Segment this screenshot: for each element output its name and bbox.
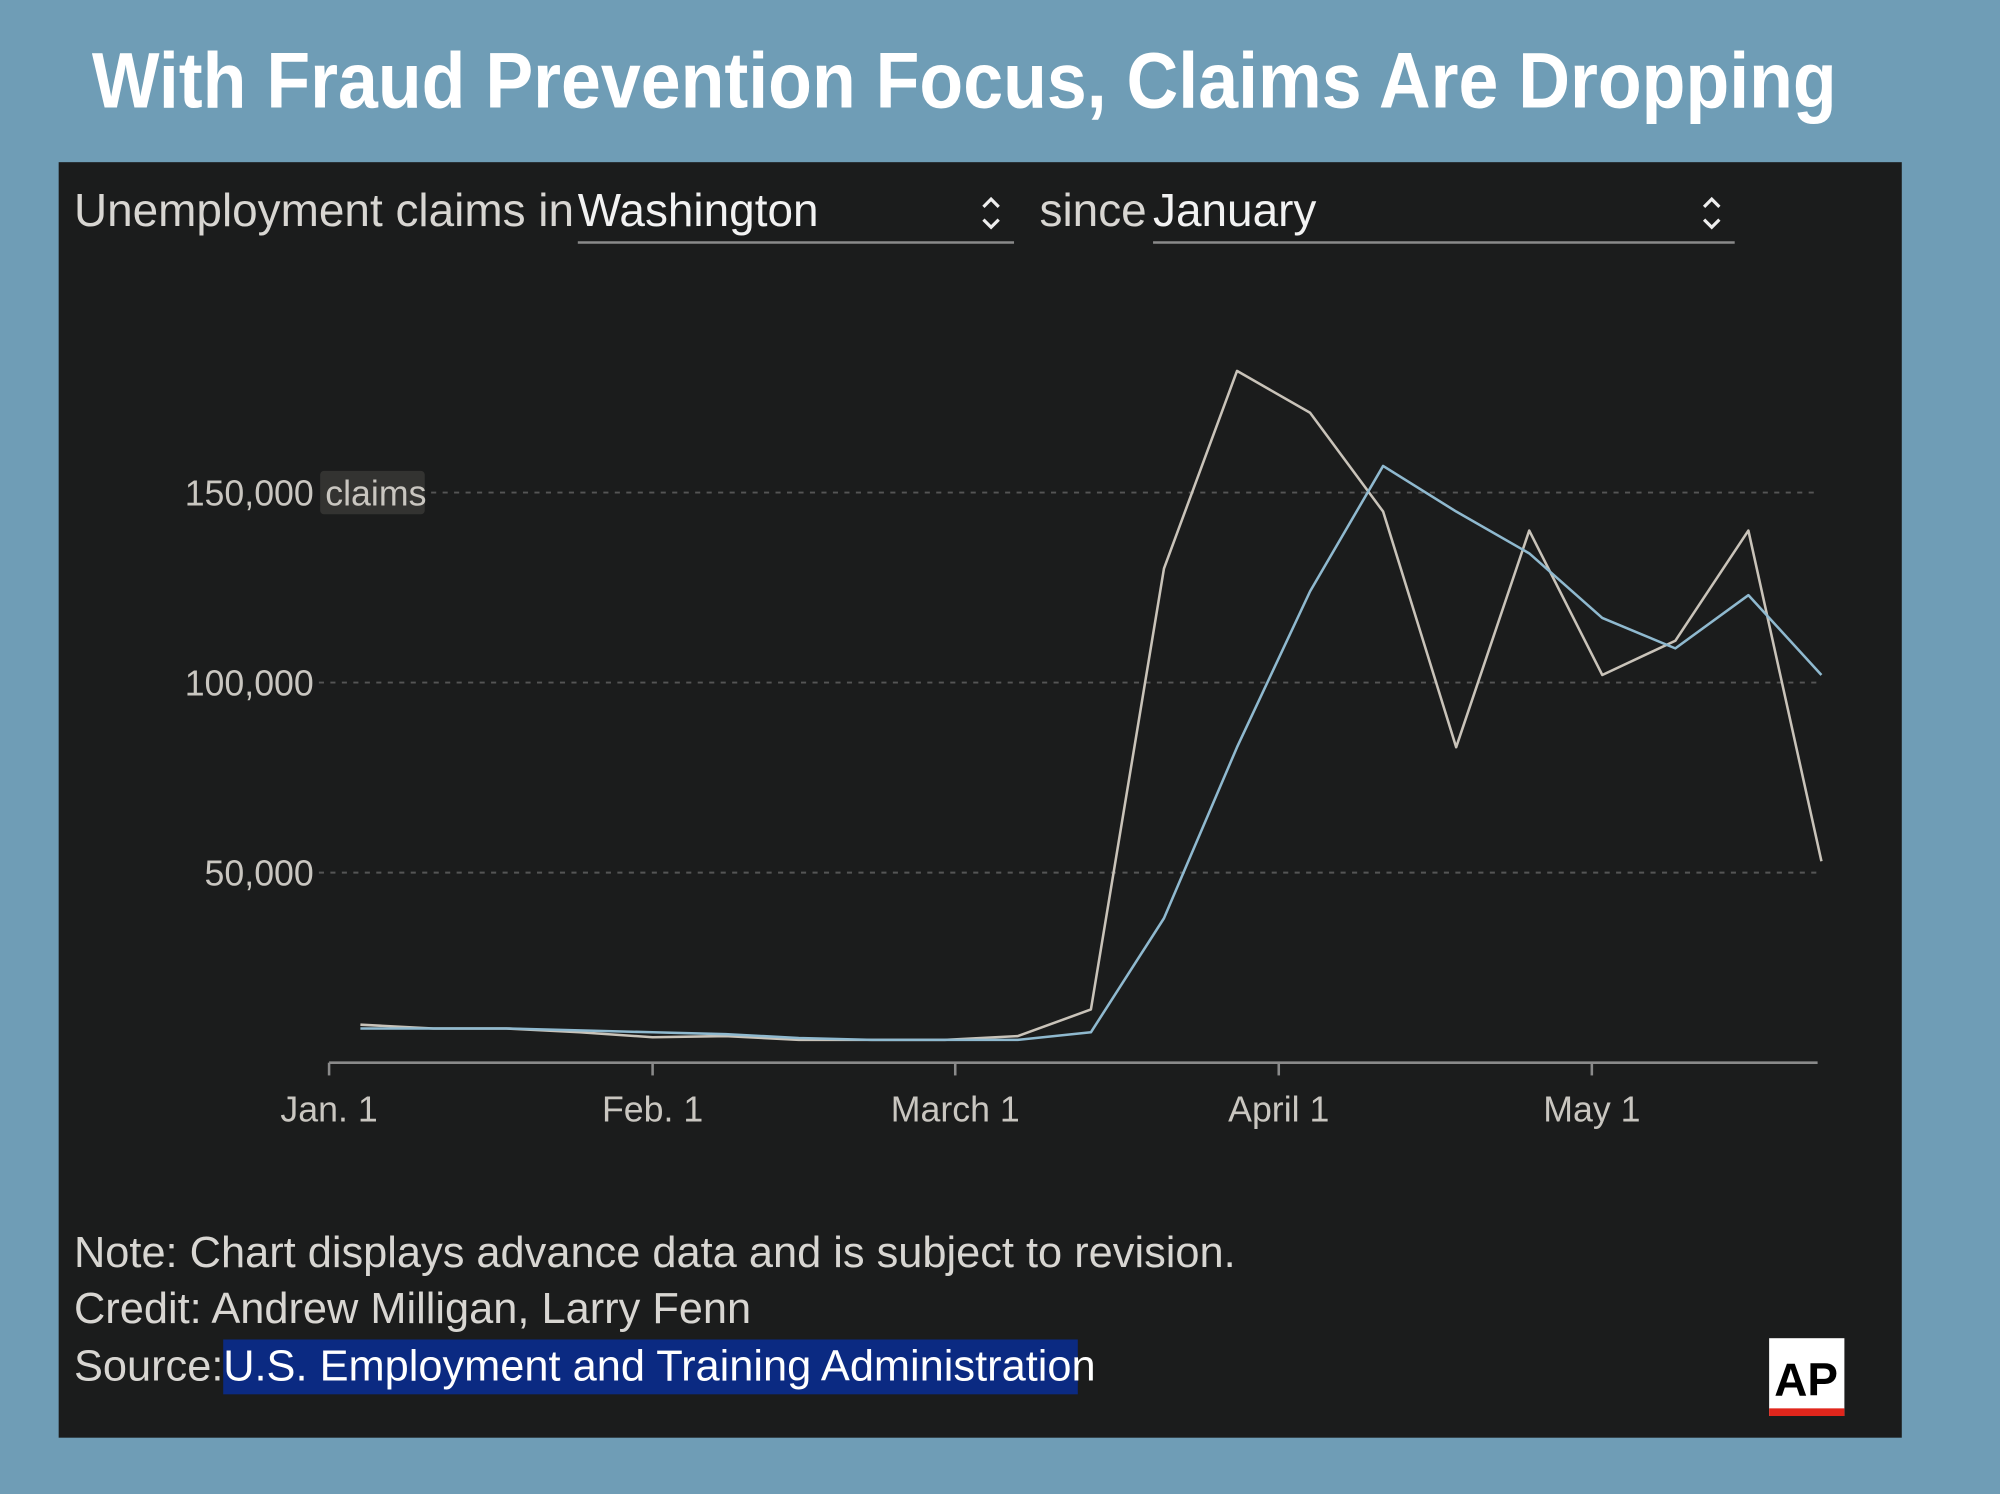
source[interactable]: U.S. Employment and Training Administrat… xyxy=(223,1342,1095,1390)
series-line xyxy=(360,369,1823,1042)
panel xyxy=(58,162,1902,1438)
source-label: Source: xyxy=(74,1342,223,1390)
state-select[interactable]: Washington xyxy=(578,184,1015,244)
unit-box xyxy=(320,470,425,515)
y-tick-label: 100,000 xyxy=(185,663,314,703)
ap-logo: AP xyxy=(1769,1338,1845,1417)
y-unit-label: claims xyxy=(325,473,426,513)
logo-text: AP xyxy=(1774,1354,1838,1406)
credit: Credit: Andrew Milligan, Larry Fenn xyxy=(74,1285,751,1333)
select-arrows xyxy=(1702,196,1721,230)
x-tick-label: April 1 xyxy=(1228,1089,1329,1129)
logo-box xyxy=(1769,1338,1845,1417)
controls-prefix: Unemployment claims in xyxy=(74,184,574,236)
source-highlight xyxy=(223,1339,1078,1395)
note: Note: Chart displays advance data and is… xyxy=(74,1229,1236,1277)
plot: 50,000 100,000 150,000 claims Jan. 1 Feb. 1 Ma… xyxy=(185,369,1823,1129)
x-tick-label: Feb. 1 xyxy=(602,1089,703,1129)
page-title: With Fraud Prevention Focus, Claims Are … xyxy=(92,35,1837,124)
y-tick-label: 150,000 xyxy=(185,473,314,513)
state-value[interactable]: Washington xyxy=(578,184,819,236)
period-select[interactable]: January xyxy=(1153,184,1735,244)
logo-bar xyxy=(1769,1408,1845,1417)
x-tick-label: March 1 xyxy=(891,1089,1020,1129)
x-tick-label: Jan. 1 xyxy=(280,1089,377,1129)
x-tick-label: May 1 xyxy=(1543,1089,1640,1129)
y-tick-label: 50,000 xyxy=(205,853,314,893)
controls-since: since xyxy=(1040,184,1147,236)
period-value[interactable]: January xyxy=(1153,184,1316,236)
series-line xyxy=(360,464,1823,1042)
select-arrows xyxy=(982,196,1000,230)
